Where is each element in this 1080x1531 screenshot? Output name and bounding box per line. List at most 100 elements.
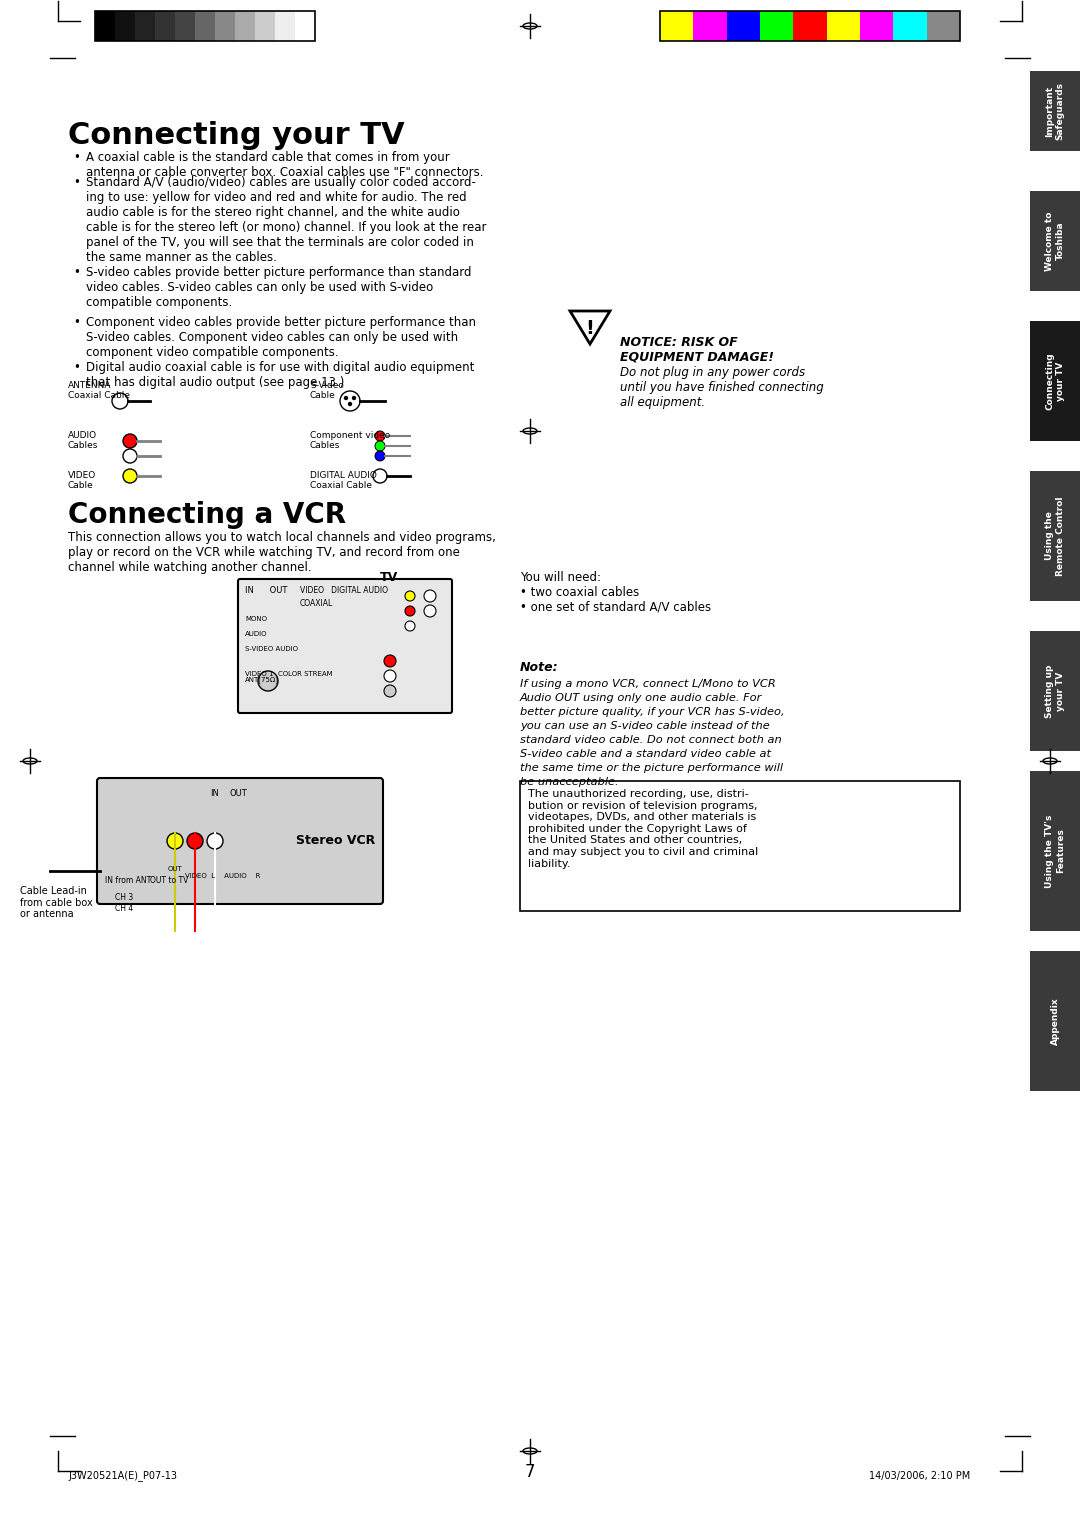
- Text: AUDIO
Cables: AUDIO Cables: [68, 432, 98, 450]
- Text: •: •: [73, 176, 80, 188]
- Text: Component video
Cables: Component video Cables: [310, 432, 390, 450]
- Bar: [215, 11, 235, 41]
- Bar: [927, 11, 960, 41]
- Circle shape: [187, 833, 203, 850]
- FancyBboxPatch shape: [238, 579, 453, 713]
- Bar: [1030, 322, 1080, 441]
- Circle shape: [123, 433, 137, 449]
- Text: 14/03/2006, 2:10 PM: 14/03/2006, 2:10 PM: [868, 1471, 970, 1480]
- Text: VIDEO  L    AUDIO    R: VIDEO L AUDIO R: [185, 873, 260, 879]
- Circle shape: [405, 622, 415, 631]
- Circle shape: [375, 441, 384, 452]
- Bar: [1030, 472, 1080, 602]
- Text: CH 4: CH 4: [114, 903, 133, 912]
- Circle shape: [207, 833, 222, 850]
- Text: •: •: [73, 152, 80, 164]
- Text: Component video cables provide better picture performance than
S-video cables. C: Component video cables provide better pi…: [86, 315, 476, 358]
- Bar: [1030, 191, 1080, 291]
- Circle shape: [424, 589, 436, 602]
- Text: Stereo VCR: Stereo VCR: [296, 834, 375, 848]
- Bar: [893, 11, 927, 41]
- Text: Setting up
your TV: Setting up your TV: [1045, 664, 1065, 718]
- Text: AUDIO: AUDIO: [245, 631, 268, 637]
- Text: This connection allows you to watch local channels and video programs,
play or r: This connection allows you to watch loca…: [68, 531, 496, 574]
- Text: If using a mono VCR, connect L/Mono to VCR
Audio OUT using only one audio cable.: If using a mono VCR, connect L/Mono to V…: [519, 680, 785, 787]
- Polygon shape: [570, 311, 610, 344]
- Text: A coaxial cable is the standard cable that comes in from your
antenna or cable c: A coaxial cable is the standard cable th…: [86, 152, 484, 179]
- Circle shape: [345, 397, 348, 400]
- Bar: [760, 11, 794, 41]
- Bar: [175, 11, 195, 41]
- Text: •: •: [73, 361, 80, 374]
- Text: Cable Lead-in
from cable box
or antenna: Cable Lead-in from cable box or antenna: [21, 886, 93, 919]
- Text: VIDEO   DIGITAL AUDIO: VIDEO DIGITAL AUDIO: [300, 586, 388, 596]
- Bar: [95, 11, 114, 41]
- Circle shape: [384, 684, 396, 697]
- Bar: [693, 11, 727, 41]
- Text: Important
Safeguards: Important Safeguards: [1045, 83, 1065, 139]
- Text: NOTICE: RISK OF
EQUIPMENT DAMAGE!: NOTICE: RISK OF EQUIPMENT DAMAGE!: [620, 335, 774, 364]
- Text: CH 3: CH 3: [114, 893, 133, 902]
- Circle shape: [384, 671, 396, 681]
- Text: S-VIDEO AUDIO: S-VIDEO AUDIO: [245, 646, 298, 652]
- Bar: [660, 11, 693, 41]
- Text: Digital audio coaxial cable is for use with digital audio equipment
that has dig: Digital audio coaxial cable is for use w…: [86, 361, 474, 389]
- Circle shape: [123, 468, 137, 482]
- Text: IN: IN: [210, 788, 219, 798]
- Bar: [794, 11, 826, 41]
- Text: ANTENNA
Coaxial Cable: ANTENNA Coaxial Cable: [68, 381, 130, 401]
- Text: Do not plug in any power cords
until you have finished connecting
all equipment.: Do not plug in any power cords until you…: [620, 366, 824, 409]
- Text: ANT[75Ω]: ANT[75Ω]: [245, 677, 279, 683]
- Text: You will need:
• two coaxial cables
• one set of standard A/V cables: You will need: • two coaxial cables • on…: [519, 571, 711, 614]
- Text: •: •: [73, 266, 80, 279]
- Text: Connecting your TV: Connecting your TV: [68, 121, 405, 150]
- Bar: [519, 781, 960, 911]
- Text: COAXIAL: COAXIAL: [300, 599, 334, 608]
- Text: S-video cables provide better picture performance than standard
video cables. S-: S-video cables provide better picture pe…: [86, 266, 472, 309]
- Bar: [660, 11, 960, 41]
- Text: Appendix: Appendix: [1051, 997, 1059, 1044]
- Text: TV: TV: [380, 571, 399, 583]
- Text: 7: 7: [525, 1464, 536, 1480]
- Text: Using the TV's
Features: Using the TV's Features: [1045, 814, 1065, 888]
- Text: •: •: [73, 315, 80, 329]
- Text: VIDEO
Cable: VIDEO Cable: [68, 472, 96, 490]
- Bar: [727, 11, 760, 41]
- Text: Using the
Remote Control: Using the Remote Control: [1045, 496, 1065, 576]
- Circle shape: [375, 432, 384, 441]
- Bar: [114, 11, 135, 41]
- Bar: [826, 11, 860, 41]
- Text: OUT: OUT: [167, 867, 183, 873]
- Circle shape: [167, 833, 183, 850]
- Bar: [295, 11, 315, 41]
- Text: OUT: OUT: [230, 788, 247, 798]
- Circle shape: [349, 403, 351, 406]
- Circle shape: [405, 606, 415, 615]
- Text: DIGITAL AUDIO
Coaxial Cable: DIGITAL AUDIO Coaxial Cable: [310, 472, 377, 490]
- Bar: [156, 11, 175, 41]
- Text: !: !: [585, 318, 594, 337]
- Circle shape: [405, 591, 415, 602]
- Circle shape: [258, 671, 278, 690]
- Bar: [1030, 631, 1080, 752]
- Text: VIDEO 1  COLOR STREAM: VIDEO 1 COLOR STREAM: [245, 671, 333, 677]
- Text: Note:: Note:: [519, 661, 558, 674]
- Circle shape: [375, 452, 384, 461]
- Bar: [1030, 951, 1080, 1092]
- Text: Connecting a VCR: Connecting a VCR: [68, 501, 346, 530]
- Bar: [95, 11, 315, 41]
- Circle shape: [352, 397, 355, 400]
- Circle shape: [384, 655, 396, 668]
- Bar: [235, 11, 255, 41]
- Circle shape: [424, 605, 436, 617]
- Text: The unauthorized recording, use, distri-
bution or revision of television progra: The unauthorized recording, use, distri-…: [528, 788, 758, 868]
- Bar: [1030, 772, 1080, 931]
- Text: OUT to TV: OUT to TV: [150, 876, 188, 885]
- Text: Welcome to
Toshiba: Welcome to Toshiba: [1045, 211, 1065, 271]
- Circle shape: [123, 449, 137, 462]
- Text: MONO: MONO: [245, 615, 267, 622]
- Bar: [275, 11, 295, 41]
- FancyBboxPatch shape: [97, 778, 383, 903]
- Text: IN from ANT: IN from ANT: [105, 876, 151, 885]
- Text: J3W20521A(E)_P07-13: J3W20521A(E)_P07-13: [68, 1470, 177, 1480]
